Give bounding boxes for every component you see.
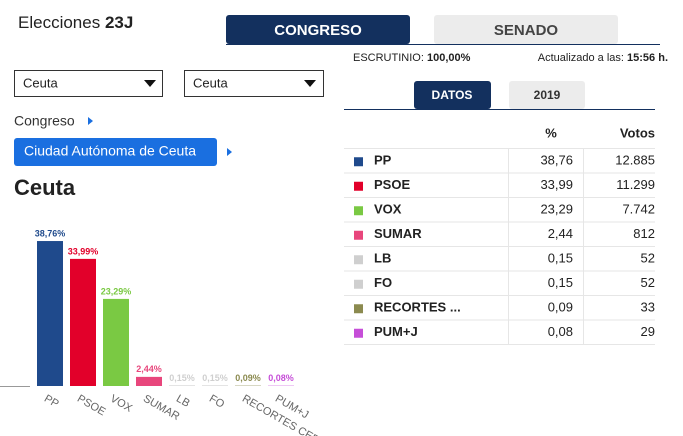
select[interactable] — [14, 70, 163, 97]
party-percent: 38,76 — [540, 153, 573, 168]
header-title: Elecciones 23J — [18, 13, 133, 32]
scrutiny: ESCRUTINIO: 100,00% — [353, 52, 471, 64]
subtab-2019[interactable] — [509, 81, 585, 109]
breadcrumb-arrow — [88, 117, 93, 125]
value: 100,00% — [427, 52, 471, 64]
party-name: PP — [374, 153, 392, 168]
bar — [103, 298, 129, 386]
select[interactable] — [184, 70, 324, 97]
party-name: PSOE — [374, 177, 410, 192]
x-tick-label: PSOE — [75, 393, 107, 419]
party-swatch — [354, 279, 363, 289]
select-value[interactable]: Ceuta — [193, 75, 228, 90]
party-swatch — [354, 328, 363, 338]
party-name: VOX — [374, 202, 402, 217]
party-percent: 0,08 — [548, 324, 573, 339]
party-swatch — [354, 304, 363, 314]
breadcrumb-arrow — [227, 148, 232, 156]
party-votes: 52 — [641, 275, 655, 290]
subtab-label[interactable]: DATOS — [432, 88, 473, 102]
party-votes: 7.742 — [622, 202, 655, 217]
tab-congreso[interactable] — [226, 15, 410, 44]
select-value[interactable]: Ceuta — [23, 75, 58, 90]
party-votes: 11.299 — [616, 177, 655, 192]
title-bold: 23J — [105, 13, 133, 32]
region-label[interactable]: Ciudad Autónoma de Ceuta — [24, 143, 196, 159]
bar — [136, 376, 162, 386]
party-votes: 52 — [641, 251, 655, 266]
region-button[interactable] — [14, 138, 217, 166]
party-percent: 2,44 — [548, 226, 573, 241]
tab-label[interactable]: CONGRESO — [274, 22, 362, 39]
x-tick-label: SUMAR — [141, 393, 181, 423]
party-votes: 12.885 — [615, 153, 655, 168]
subtab-label[interactable]: 2019 — [534, 88, 561, 102]
x-tick-label: VOX — [108, 393, 135, 415]
party-name: PUM+J — [374, 324, 418, 339]
value-label: 0,15% — [202, 373, 228, 383]
column-header: % — [545, 125, 557, 140]
party-name: FO — [374, 275, 392, 290]
party-percent: 33,99 — [540, 177, 573, 192]
party-percent: 23,29 — [540, 202, 573, 217]
party-votes: 29 — [641, 324, 655, 339]
party-name: SUMAR — [374, 226, 422, 241]
party-swatch — [354, 181, 363, 191]
party-percent: 0,15 — [548, 275, 573, 290]
value-label: 0,08% — [268, 373, 294, 383]
value-label: 38,76% — [35, 228, 66, 238]
bar — [70, 258, 96, 386]
party-swatch — [354, 255, 363, 265]
label: Actualizado a las: — [538, 52, 624, 64]
party-votes: 812 — [633, 226, 655, 241]
party-name: RECORTES ... — [374, 300, 461, 315]
value: 15:56 h. — [627, 52, 668, 64]
party-swatch — [354, 230, 363, 240]
value-label: 0,15% — [169, 373, 195, 383]
column-header: Votos — [620, 125, 655, 140]
value-label: 33,99% — [68, 246, 99, 256]
party-percent: 0,15 — [548, 251, 573, 266]
bar — [37, 241, 63, 386]
party-name: LB — [374, 251, 391, 266]
value-label: 0,09% — [235, 373, 261, 383]
title: Elecciones — [18, 13, 100, 32]
subtab-datos[interactable] — [414, 81, 491, 109]
tab-senado[interactable] — [434, 15, 618, 44]
party-percent: 0,09 — [548, 300, 573, 315]
tab-label[interactable]: SENADO — [494, 22, 559, 39]
breadcrumb-level[interactable]: Congreso — [14, 113, 75, 129]
x-tick-label: PP — [42, 393, 61, 411]
bar — [202, 385, 228, 386]
value-label: 2,44% — [136, 364, 162, 374]
party-swatch — [354, 206, 363, 216]
select-arrow — [144, 80, 156, 87]
bar — [169, 385, 195, 386]
value-label: 23,29% — [101, 286, 132, 296]
party-votes: 33 — [641, 300, 655, 315]
place-title: Ceuta — [14, 175, 76, 200]
x-tick-label: LB — [174, 393, 192, 410]
label: ESCRUTINIO: — [353, 52, 424, 64]
party-swatch — [354, 157, 363, 167]
updated: Actualizado a las: 15:56 h. — [538, 52, 668, 64]
x-tick-label: FO — [207, 393, 227, 411]
select-arrow — [304, 80, 316, 87]
